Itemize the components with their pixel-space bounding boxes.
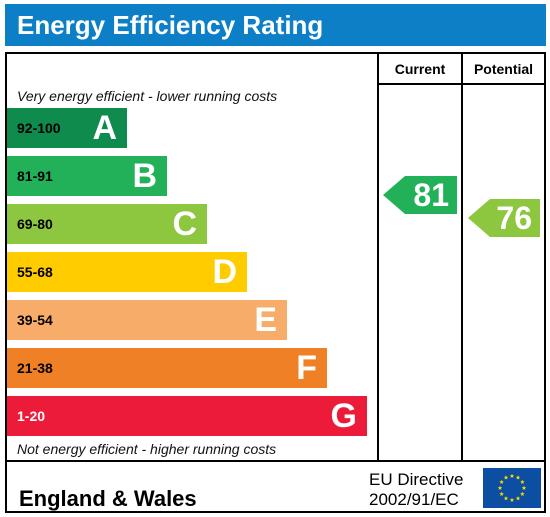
flag-star — [520, 491, 525, 496]
band-range-d: 55-68 — [17, 264, 53, 280]
header-underline — [377, 83, 544, 85]
flag-star — [515, 475, 521, 480]
band-letter-e: E — [254, 301, 277, 339]
band-range-c: 69-80 — [17, 216, 53, 232]
flag-star — [509, 473, 515, 478]
band-d: 55-68 D — [7, 252, 247, 292]
current-column-header: Current — [394, 61, 446, 77]
band-range-f: 21-38 — [17, 360, 53, 376]
band-e: 39-54 E — [7, 300, 287, 340]
band-range-e: 39-54 — [17, 312, 53, 328]
flag-star — [503, 475, 509, 480]
flag-star — [520, 479, 525, 484]
flag-star — [499, 491, 504, 496]
band-b: 81-91 B — [7, 156, 167, 196]
band-letter-a: A — [92, 109, 117, 147]
band-a: 92-100 A — [7, 108, 127, 148]
band-range-a: 92-100 — [17, 120, 61, 136]
eu-directive: EU Directive 2002/91/EC — [369, 470, 463, 510]
band-f: 21-38 F — [7, 348, 327, 388]
potential-column-divider — [461, 54, 463, 462]
region-label: England & Wales — [19, 486, 197, 511]
band-letter-f: F — [296, 349, 317, 387]
directive-line-1: EU Directive — [369, 470, 464, 489]
flag-star — [503, 495, 509, 501]
top-caption: Very energy efficient - lower running co… — [17, 88, 278, 104]
directive-line-2: 2002/91/EC — [369, 490, 459, 509]
flag-star — [497, 485, 503, 490]
current-column-divider — [377, 54, 379, 462]
chart-title: Energy Efficiency Rating — [5, 4, 546, 46]
band-g: 1-20 G — [7, 396, 367, 436]
band-range-b: 81-91 — [17, 168, 53, 184]
band-letter-c: C — [172, 205, 197, 243]
current-rating-arrow: 81 — [383, 176, 457, 214]
band-letter-b: B — [132, 157, 157, 195]
band-letter-g: G — [330, 397, 357, 435]
flag-star — [521, 485, 527, 490]
band-c: 69-80 C — [7, 204, 207, 244]
footer-divider — [7, 460, 544, 462]
potential-rating-arrow: 76 — [468, 199, 540, 237]
flag-star — [515, 495, 521, 501]
band-letter-d: D — [212, 253, 237, 291]
bottom-caption: Not energy efficient - higher running co… — [17, 441, 277, 457]
band-range-g: 1-20 — [17, 408, 46, 424]
rating-frame: Current Potential Very energy efficient … — [5, 52, 546, 513]
potential-column-header: Potential — [473, 61, 534, 77]
eu-flag-icon — [483, 468, 541, 508]
flag-star — [509, 497, 515, 502]
flag-star — [499, 479, 504, 484]
